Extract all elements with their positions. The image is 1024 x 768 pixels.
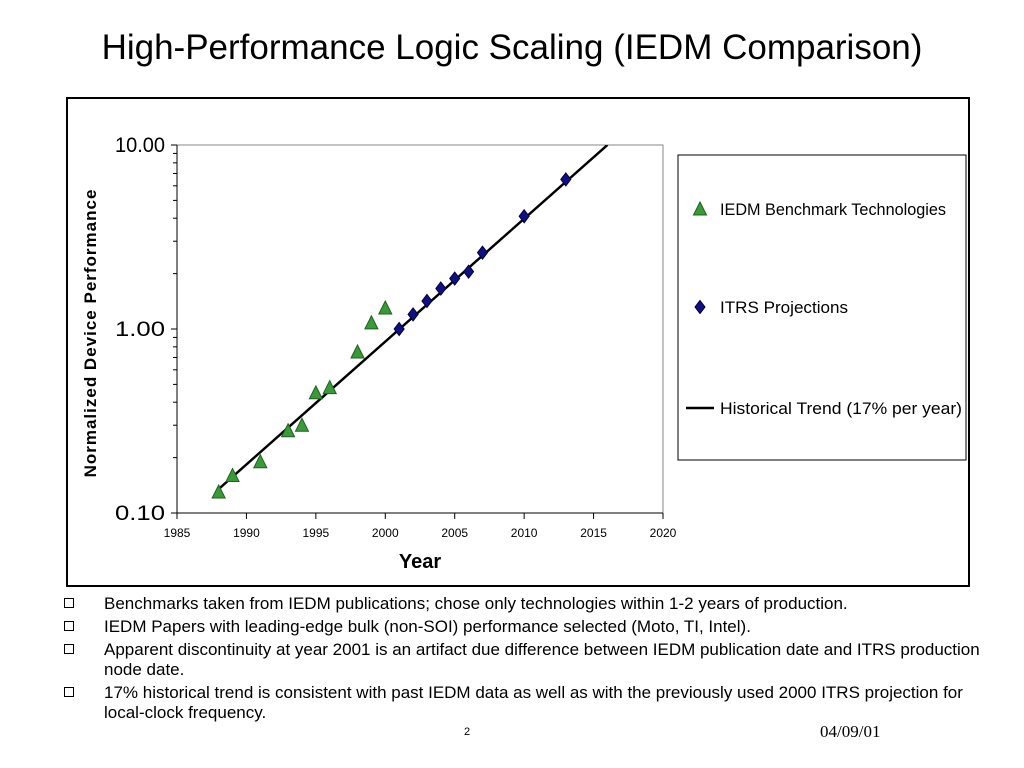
itrs-point bbox=[435, 281, 447, 296]
itrs-point bbox=[518, 208, 530, 224]
checkbox-bullet-icon bbox=[64, 598, 74, 608]
x-tick-label: 2010 bbox=[511, 526, 538, 540]
x-tick-label: 1985 bbox=[164, 526, 191, 540]
checkbox-bullet-icon bbox=[64, 621, 74, 631]
iedm-point bbox=[308, 384, 324, 400]
iedm-point bbox=[211, 483, 226, 499]
legend-marker bbox=[694, 299, 706, 315]
legend-label: ITRS Projections bbox=[720, 298, 848, 317]
bullet-item: Apparent discontinuity at year 2001 is a… bbox=[62, 640, 1002, 680]
bullet-text: Apparent discontinuity at year 2001 is a… bbox=[104, 640, 980, 679]
plot-area bbox=[176, 144, 664, 514]
bullet-item: Benchmarks taken from IEDM publications;… bbox=[62, 594, 1002, 614]
y-tick-label: 1.00 bbox=[115, 318, 165, 341]
slide-date: 04/09/01 bbox=[820, 722, 881, 741]
bullet-text: Benchmarks taken from IEDM publications;… bbox=[104, 594, 848, 613]
itrs-point bbox=[393, 321, 405, 337]
x-tick-label: 2000 bbox=[372, 526, 399, 540]
bullet-text: IEDM Papers with leading-edge bulk (non-… bbox=[104, 617, 751, 636]
chart-frame: 0.10 1.00 10.00 1985 1990 1995 2000 2005 2010 201… bbox=[66, 97, 970, 587]
slide-title: High-Performance Logic Scaling (IEDM Com… bbox=[101, 28, 923, 67]
x-tick-label: 1990 bbox=[233, 526, 260, 540]
itrs-point bbox=[407, 307, 419, 322]
bullet-list: Benchmarks taken from IEDM publications;… bbox=[62, 594, 1002, 726]
x-tick-label: 2005 bbox=[441, 526, 468, 540]
x-tick-label: 1995 bbox=[303, 526, 330, 540]
x-tick-label: 2020 bbox=[650, 526, 677, 540]
iedm-point bbox=[294, 417, 310, 432]
iedm-point bbox=[350, 343, 365, 359]
itrs-point bbox=[421, 293, 433, 309]
legend-label: Historical Trend (17% per year) bbox=[720, 399, 962, 418]
itrs-point bbox=[449, 271, 461, 286]
x-tick-label: 2015 bbox=[580, 526, 607, 540]
checkbox-bullet-icon bbox=[64, 644, 74, 654]
itrs-point bbox=[476, 245, 489, 260]
legend-label: IEDM Benchmark Technologies bbox=[720, 200, 946, 219]
bullet-item: IEDM Papers with leading-edge bulk (non-… bbox=[62, 617, 1002, 637]
x-axis-label: Year bbox=[399, 551, 441, 573]
chart: 0.10 1.00 10.00 1985 1990 1995 2000 2005 2010 201… bbox=[81, 134, 967, 573]
iedm-point bbox=[253, 453, 268, 469]
iedm-point bbox=[364, 314, 379, 330]
legend-box bbox=[677, 154, 967, 461]
bullet-item: 17% historical trend is consistent with … bbox=[62, 683, 1002, 723]
y-tick-label: 10.00 bbox=[115, 134, 165, 157]
iedm-point bbox=[322, 379, 338, 395]
iedm-point bbox=[225, 467, 240, 482]
iedm-point bbox=[280, 422, 296, 438]
checkbox-bullet-icon bbox=[64, 687, 74, 697]
bullet-text: 17% historical trend is consistent with … bbox=[104, 683, 963, 722]
itrs-point bbox=[462, 264, 475, 279]
legend-marker bbox=[692, 200, 708, 216]
itrs-point bbox=[560, 172, 572, 187]
y-axis-label: Normalized Device Performance bbox=[81, 189, 100, 478]
y-tick-label: 0.10 bbox=[115, 502, 165, 525]
iedm-point bbox=[377, 299, 393, 315]
slide-number: 2 bbox=[464, 726, 471, 738]
